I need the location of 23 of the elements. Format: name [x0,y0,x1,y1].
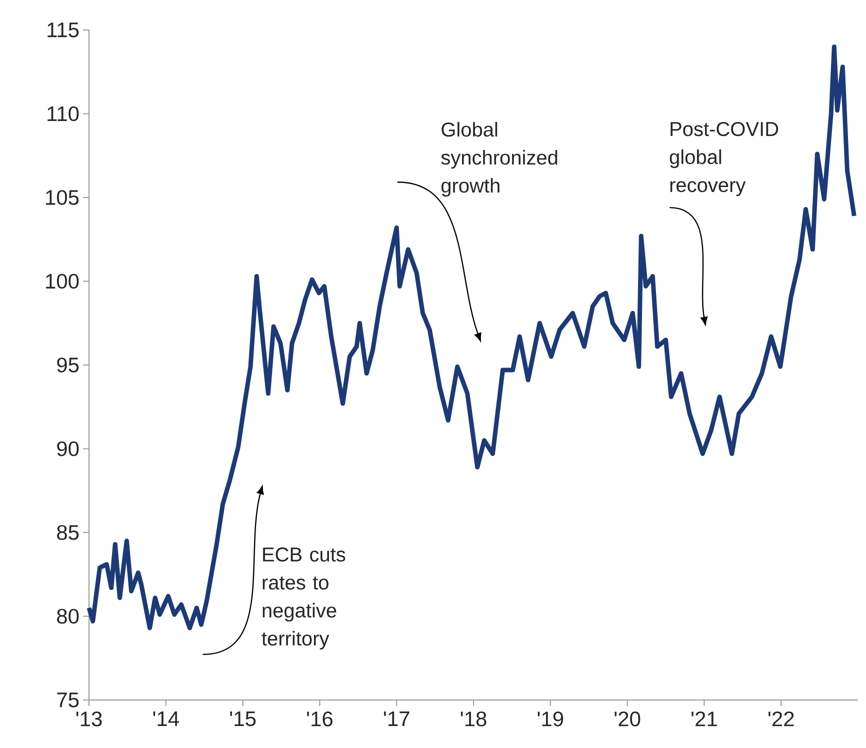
x-tick-label: '22 [768,712,794,726]
y-tick-label: 105 [46,190,79,205]
x-tick-label: '15 [230,712,256,726]
annotation: Global synchronized growth [441,122,558,197]
y-tick-label: 75 [57,692,79,708]
x-tick-label: '19 [538,712,564,726]
y-tick-label: 115 [48,22,79,38]
y-tick-label: 100 [46,274,79,289]
x-tick-label: '16 [307,712,332,726]
y-tick-label: 80 [57,608,79,624]
line-series [86,44,856,630]
y-tick-label: 110 [48,106,79,122]
x-tick-label: '20 [614,712,640,726]
annotation: Post-COVID global recovery [670,122,778,196]
x-tick-label: '21 [692,712,717,726]
x-tick-label: '17 [384,712,410,726]
annotation: ECB cuts rates to negative territory [262,547,346,650]
x-tick-label: '18 [460,712,486,726]
y-tick-label: 90 [57,441,79,456]
x-tick-label: '13 [76,712,102,726]
y-tick-label: 95 [57,358,79,372]
x-tick-label: '14 [153,712,179,726]
y-tick-label: 85 [57,525,79,540]
